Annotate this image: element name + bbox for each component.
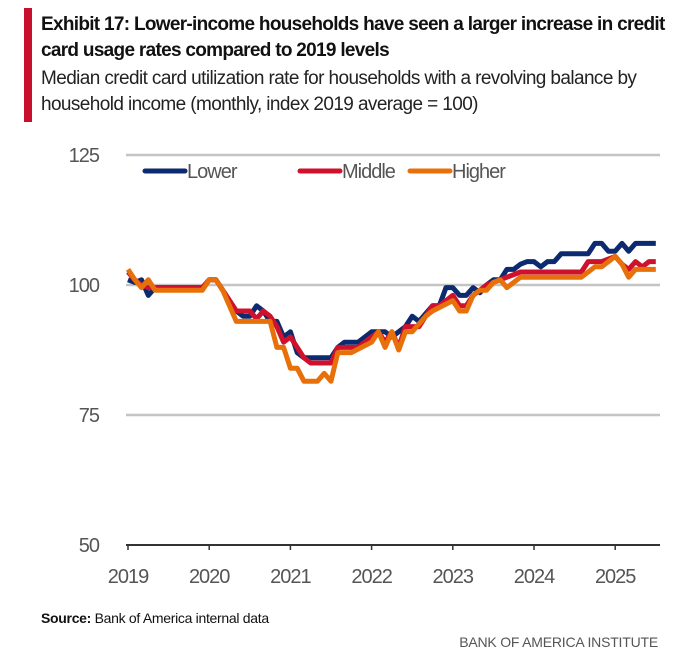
series-line-middle bbox=[126, 253, 656, 366]
chart-title: Exhibit 17: Lower-income households have… bbox=[41, 14, 665, 61]
x-tick-label: 2025 bbox=[595, 566, 636, 588]
x-tick-label: 2023 bbox=[433, 566, 474, 588]
y-tick-label: 75 bbox=[79, 405, 100, 427]
legend-label-middle: Middle bbox=[342, 161, 396, 183]
series-line-higher bbox=[125, 253, 656, 384]
y-tick-label: 50 bbox=[79, 535, 100, 557]
legend-label-higher: Higher bbox=[452, 161, 506, 183]
source-note: Source: Bank of America internal data bbox=[41, 610, 269, 626]
legend-label-lower: Lower bbox=[187, 161, 238, 183]
chart-subtitle: Median credit card utilization rate for … bbox=[41, 68, 637, 115]
brand-label: BANK OF AMERICA INSTITUTE bbox=[459, 634, 658, 650]
x-tick-label: 2020 bbox=[189, 566, 230, 588]
x-tick-label: 2024 bbox=[514, 566, 555, 588]
source-text: Bank of America internal data bbox=[94, 610, 269, 626]
y-tick-label: 125 bbox=[69, 145, 100, 167]
x-tick-label: 2021 bbox=[270, 566, 311, 588]
y-tick-label: 100 bbox=[69, 275, 100, 297]
series-line-lower bbox=[127, 240, 656, 361]
x-tick-label: 2019 bbox=[108, 566, 149, 588]
accent-bar bbox=[24, 8, 32, 122]
x-tick-label: 2022 bbox=[351, 566, 392, 588]
source-label: Source: bbox=[41, 610, 92, 626]
